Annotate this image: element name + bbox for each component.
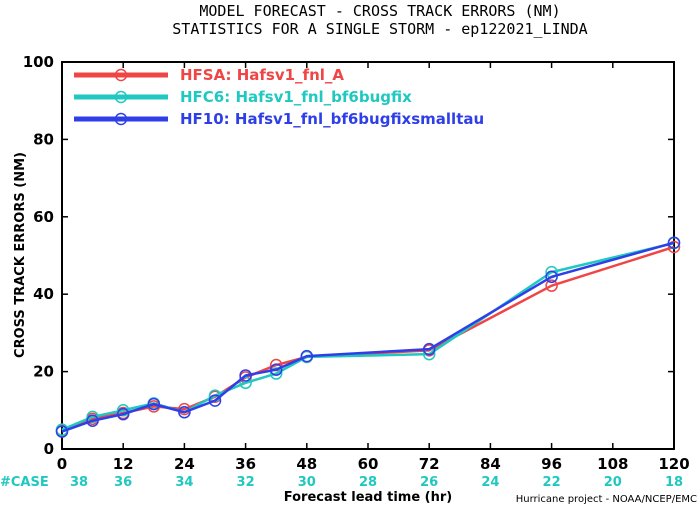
x-tick-label: 12 <box>113 455 134 473</box>
credit-text: Hurricane project - NOAA/NCEP/EMC <box>516 494 697 505</box>
data-point <box>116 404 130 417</box>
y-tick-label: 40 <box>33 285 54 303</box>
case-count: 26 <box>420 475 438 490</box>
data-point <box>269 367 283 380</box>
y-tick-label: 60 <box>33 208 54 226</box>
legend: HFSA: Hafsv1_fnl_A HFC6: Hafsv1_fnl_bf6bu… <box>74 66 484 128</box>
series-layer <box>55 236 681 438</box>
data-point <box>300 349 314 363</box>
case-count: 38 <box>70 475 88 490</box>
case-count: 24 <box>481 475 499 490</box>
legend-label: HFC6: Hafsv1_fnl_bf6bugfix <box>180 88 412 106</box>
y-tick-label: 100 <box>23 53 54 71</box>
data-point <box>239 369 252 382</box>
data-point <box>667 236 681 249</box>
legend-swatch-marker <box>114 90 128 104</box>
y-tick-label: 20 <box>33 363 54 381</box>
y-tick-label: 0 <box>44 440 54 458</box>
y-axis: 0 20 40 60 80 100 <box>23 53 674 458</box>
legend-swatch-marker <box>114 112 128 126</box>
legend-swatch-marker <box>114 68 128 82</box>
x-tick-label: 24 <box>174 455 195 473</box>
x-tick-label: 0 <box>57 455 67 473</box>
data-point <box>86 410 99 424</box>
case-count: 34 <box>175 475 193 490</box>
y-tick-label: 80 <box>33 130 54 148</box>
x-tick-label: 84 <box>480 455 501 473</box>
data-point <box>208 394 222 407</box>
chart-title: MODEL FORECAST - CROSS TRACK ERRORS (NM) <box>199 2 560 20</box>
y-axis-label: CROSS TRACK ERRORS (NM) <box>13 152 28 358</box>
data-point <box>269 363 283 376</box>
legend-label: HF10: Hafsv1_fnl_bf6bugfixsmalltau <box>180 110 484 128</box>
case-count: 36 <box>114 475 132 490</box>
case-count-row: 38 36 34 32 30 28 26 24 22 20 18 <box>70 475 683 490</box>
case-count: 28 <box>359 475 377 490</box>
x-tick-label: 108 <box>597 455 628 473</box>
series-line <box>61 241 675 433</box>
case-count: 18 <box>665 475 683 490</box>
x-tick-label: 120 <box>658 455 689 473</box>
data-point <box>147 397 161 411</box>
legend-label: HFSA: Hafsv1_fnl_A <box>180 66 344 84</box>
x-tick-label: 36 <box>235 455 256 473</box>
case-count: 22 <box>543 475 561 490</box>
data-point <box>116 407 130 421</box>
x-tick-label: 60 <box>358 455 379 473</box>
chart-subtitle: STATISTICS FOR A SINGLE STORM - ep122021… <box>172 20 587 38</box>
data-point <box>178 405 191 419</box>
data-point <box>86 414 99 427</box>
data-point <box>55 425 69 438</box>
case-count: 32 <box>237 475 255 490</box>
data-point <box>422 342 436 356</box>
case-count: 30 <box>298 475 316 490</box>
data-point <box>239 376 252 390</box>
data-point <box>545 270 558 284</box>
case-count: 20 <box>604 475 622 490</box>
x-tick-label: 72 <box>419 455 440 473</box>
data-point <box>545 279 558 292</box>
data-point <box>667 240 681 254</box>
x-axis-label: Forecast lead time (hr) <box>284 490 452 505</box>
x-axis: 0 12 24 36 48 60 72 84 96 108 120 <box>57 62 690 473</box>
x-tick-label: 48 <box>296 455 317 473</box>
case-label: #CASE <box>0 475 49 490</box>
x-tick-label: 96 <box>541 455 562 473</box>
